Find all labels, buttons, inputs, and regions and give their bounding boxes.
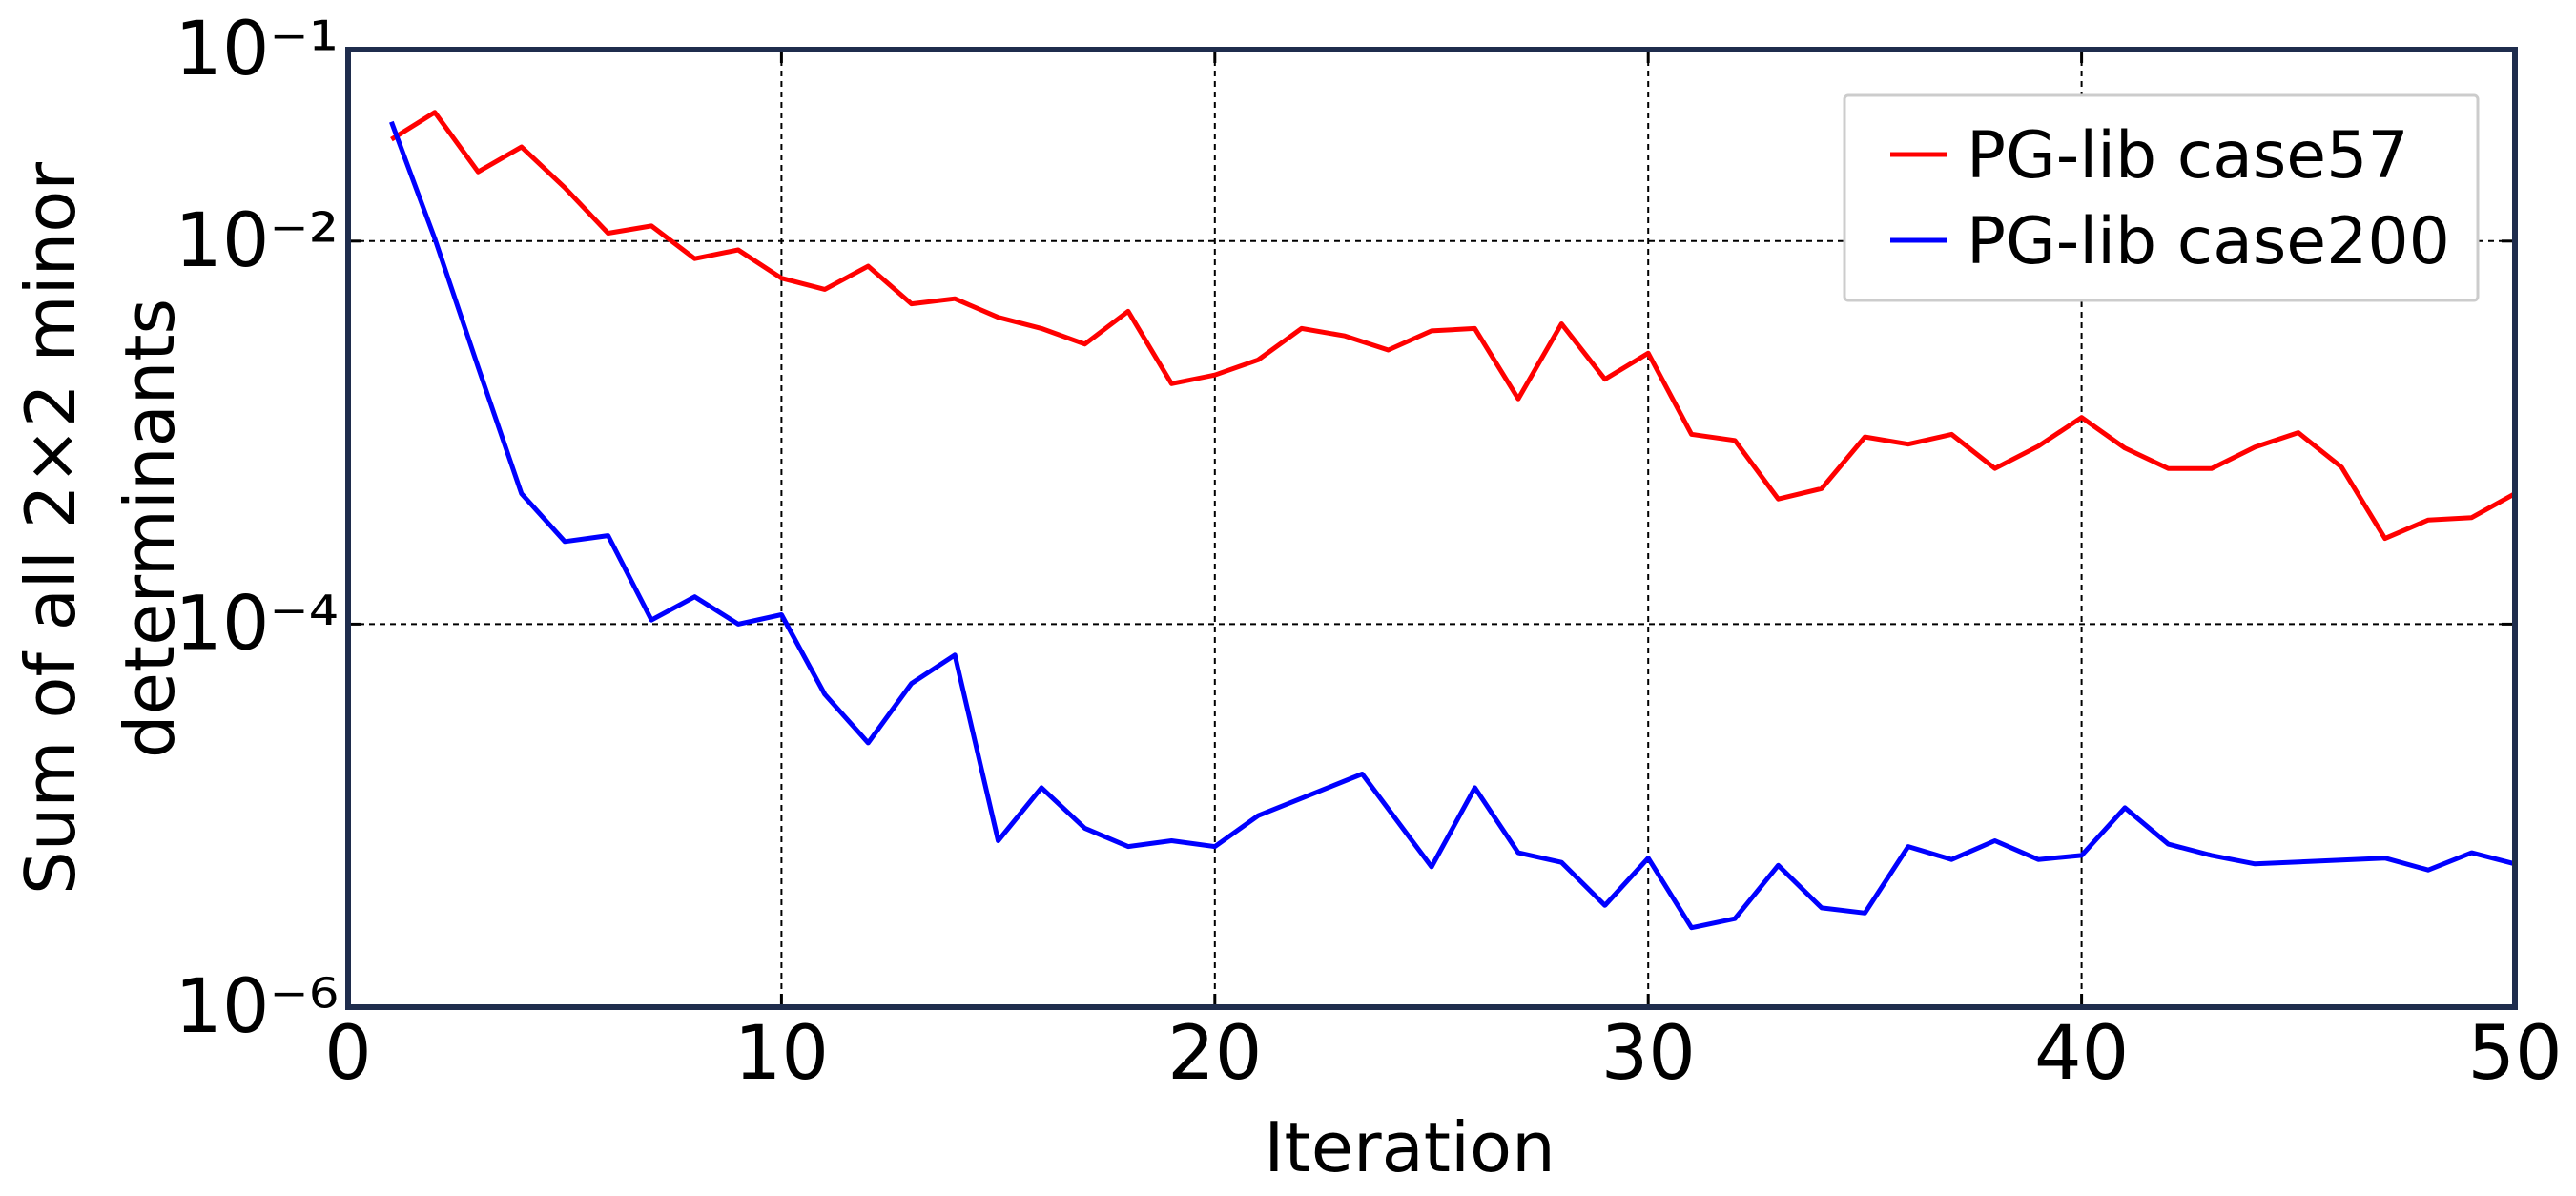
y-tick-label: 10⁻⁶ — [175, 964, 339, 1050]
x-tick-label: 30 — [1601, 1011, 1696, 1097]
legend-box — [1843, 93, 2480, 302]
x-tick-label: 40 — [2034, 1011, 2129, 1097]
y-axis-label: determinants — [110, 299, 190, 758]
x-tick-label: 10 — [734, 1011, 829, 1097]
y-tick-label: 10⁻¹ — [175, 7, 339, 93]
legend-label: PG-lib case200 — [1967, 204, 2450, 279]
y-tick-label: 10⁻⁴ — [175, 581, 339, 667]
data-line — [390, 110, 2517, 542]
legend: PG-lib case57 PG-lib case200 — [1843, 93, 2480, 302]
x-tick-label: 0 — [324, 1011, 372, 1097]
plot-frame — [345, 47, 2518, 1010]
x-axis-label: Iteration — [1264, 1107, 1555, 1187]
legend-label: PG-lib case57 — [1967, 118, 2409, 194]
y-tick-label: 10⁻² — [175, 198, 339, 284]
x-tick-label: 20 — [1167, 1011, 1262, 1097]
y-axis-label: Sum of all 2×2 minor — [10, 162, 91, 895]
x-tick-label: 50 — [2467, 1011, 2562, 1097]
data-line — [389, 120, 2516, 931]
